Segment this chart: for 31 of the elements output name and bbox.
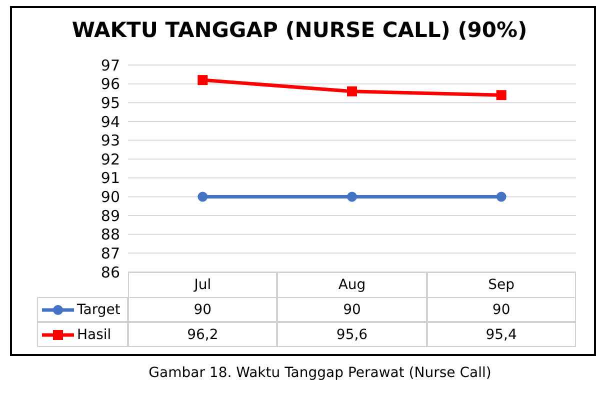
- point: [347, 86, 357, 96]
- x-tick-label: Aug: [277, 272, 427, 297]
- point: [347, 192, 357, 202]
- legend-label: Target: [77, 302, 120, 318]
- point: [198, 192, 208, 202]
- y-tick-label: 95: [100, 94, 120, 112]
- data-label: 95,4: [426, 322, 576, 347]
- x-tick-label: Sep: [426, 272, 576, 297]
- data-label: 90: [277, 297, 427, 322]
- y-tick-label: 88: [100, 226, 120, 244]
- y-tick-label: 86: [100, 263, 120, 282]
- y-tick-label: 93: [100, 132, 120, 150]
- y-tick-label: 90: [100, 188, 120, 206]
- data-label: 96,2: [128, 322, 278, 347]
- x-tick-label: Jul: [128, 272, 278, 297]
- text: Gambar 18. Waktu Tanggap Perawat (Nurse Call): [148, 365, 492, 381]
- point: [496, 192, 506, 202]
- point: [198, 75, 208, 86]
- data-label: 90: [426, 297, 576, 322]
- y-tick-label: 96: [100, 75, 120, 94]
- legend-label: Hasil: [77, 326, 112, 342]
- y-tick-label: 92: [100, 150, 120, 168]
- chart-title: WAKTU TANGGAP (NURSE CALL) (90%): [70, 18, 528, 42]
- data-label: 95,6: [277, 322, 427, 347]
- point: [496, 90, 506, 100]
- y-tick-label: 97: [100, 56, 120, 74]
- y-tick-label: 89: [100, 206, 120, 225]
- y-tick-label: 91: [100, 169, 120, 188]
- y-tick-label: 87: [100, 244, 120, 263]
- y-tick-label: 94: [100, 112, 120, 131]
- data-label: 90: [128, 297, 278, 322]
